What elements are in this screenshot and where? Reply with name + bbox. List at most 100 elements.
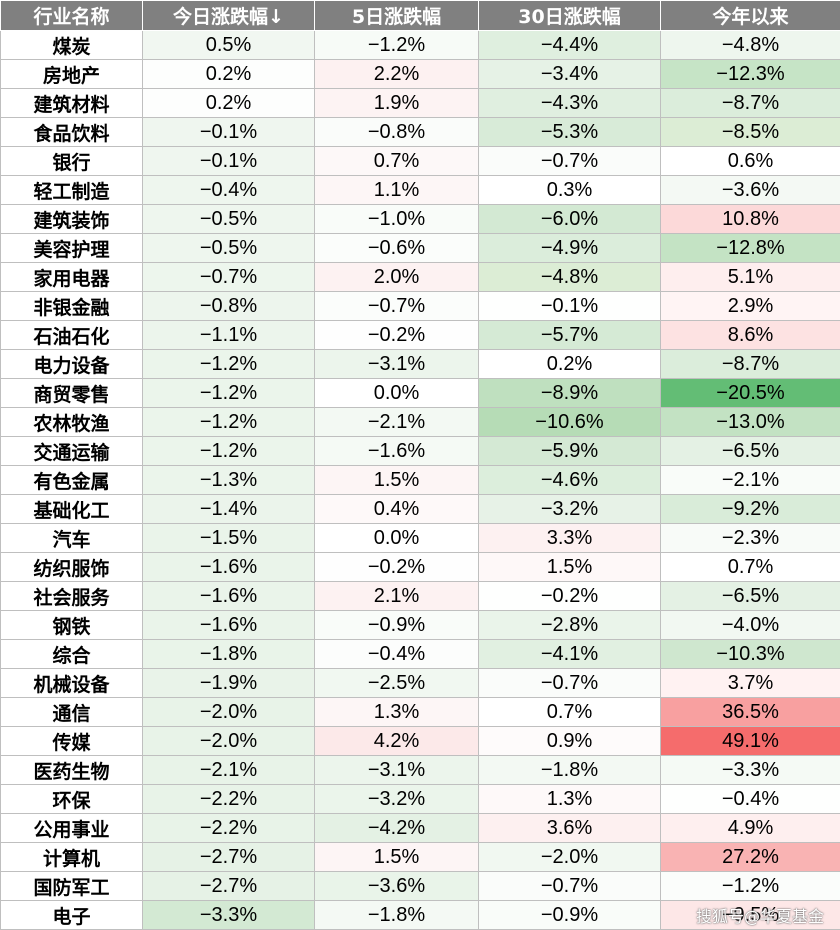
table-row: 轻工制造−0.4%1.1%0.3%−3.6%	[1, 176, 840, 205]
ytd-change-cell: 10.8%	[661, 205, 840, 234]
industry-name-cell: 石油石化	[1, 321, 143, 350]
today-change-cell: −2.1%	[143, 756, 315, 785]
30day-change-cell: −2.0%	[479, 843, 661, 872]
industry-name-cell: 基础化工	[1, 495, 143, 524]
today-change-cell: −1.6%	[143, 582, 315, 611]
industry-name-cell: 公用事业	[1, 814, 143, 843]
header-today-change[interactable]: 今日涨跌幅↓	[143, 1, 315, 31]
today-change-cell: −1.8%	[143, 640, 315, 669]
header-30day-change[interactable]: 30日涨跌幅	[479, 1, 661, 31]
ytd-change-cell: −20.5%	[661, 379, 840, 408]
5day-change-cell: −0.7%	[315, 292, 479, 321]
ytd-change-cell: 49.1%	[661, 727, 840, 756]
5day-change-cell: −0.6%	[315, 234, 479, 263]
today-change-cell: −1.3%	[143, 466, 315, 495]
today-change-cell: 0.2%	[143, 89, 315, 118]
industry-name-cell: 环保	[1, 785, 143, 814]
today-change-cell: −2.2%	[143, 785, 315, 814]
table-row: 银行−0.1%0.7%−0.7%0.6%	[1, 147, 840, 176]
ytd-change-cell: 4.9%	[661, 814, 840, 843]
ytd-change-cell: −9.2%	[661, 495, 840, 524]
5day-change-cell: −0.9%	[315, 611, 479, 640]
5day-change-cell: 1.3%	[315, 698, 479, 727]
ytd-change-cell: −4.8%	[661, 31, 840, 60]
table-row: 社会服务−1.6%2.1%−0.2%−6.5%	[1, 582, 840, 611]
industry-name-cell: 建筑装饰	[1, 205, 143, 234]
table-row: 美容护理−0.5%−0.6%−4.9%−12.8%	[1, 234, 840, 263]
today-change-cell: −1.6%	[143, 553, 315, 582]
today-change-cell: −0.8%	[143, 292, 315, 321]
ytd-change-cell: −2.3%	[661, 524, 840, 553]
30day-change-cell: −4.9%	[479, 234, 661, 263]
5day-change-cell: 4.2%	[315, 727, 479, 756]
30day-change-cell: −0.7%	[479, 147, 661, 176]
industry-name-cell: 煤炭	[1, 31, 143, 60]
30day-change-cell: −0.1%	[479, 292, 661, 321]
30day-change-cell: −6.0%	[479, 205, 661, 234]
ytd-change-cell: −10.3%	[661, 640, 840, 669]
today-change-cell: −2.7%	[143, 843, 315, 872]
industry-name-cell: 计算机	[1, 843, 143, 872]
5day-change-cell: −0.4%	[315, 640, 479, 669]
industry-name-cell: 国防军工	[1, 872, 143, 901]
30day-change-cell: −10.6%	[479, 408, 661, 437]
table-row: 国防军工−2.7%−3.6%−0.7%−1.2%	[1, 872, 840, 901]
table-row: 食品饮料−0.1%−0.8%−5.3%−8.5%	[1, 118, 840, 147]
industry-name-cell: 交通运输	[1, 437, 143, 466]
30day-change-cell: −0.2%	[479, 582, 661, 611]
ytd-change-cell: 8.6%	[661, 321, 840, 350]
today-change-cell: −2.2%	[143, 814, 315, 843]
30day-change-cell: −3.4%	[479, 60, 661, 89]
table-row: 汽车−1.5%0.0%3.3%−2.3%	[1, 524, 840, 553]
table-row: 环保−2.2%−3.2%1.3%−0.4%	[1, 785, 840, 814]
today-change-cell: −2.0%	[143, 727, 315, 756]
ytd-change-cell: 5.1%	[661, 263, 840, 292]
table-row: 石油石化−1.1%−0.2%−5.7%8.6%	[1, 321, 840, 350]
today-change-cell: −1.2%	[143, 437, 315, 466]
industry-name-cell: 美容护理	[1, 234, 143, 263]
5day-change-cell: 2.2%	[315, 60, 479, 89]
industry-name-cell: 农林牧渔	[1, 408, 143, 437]
ytd-change-cell: −0.4%	[661, 785, 840, 814]
today-change-cell: −0.7%	[143, 263, 315, 292]
30day-change-cell: −4.4%	[479, 31, 661, 60]
5day-change-cell: 1.5%	[315, 466, 479, 495]
30day-change-cell: 1.5%	[479, 553, 661, 582]
industry-name-cell: 建筑材料	[1, 89, 143, 118]
5day-change-cell: 1.1%	[315, 176, 479, 205]
table-row: 传媒−2.0%4.2%0.9%49.1%	[1, 727, 840, 756]
table-row: 电力设备−1.2%−3.1%0.2%−8.7%	[1, 350, 840, 379]
ytd-change-cell: −8.7%	[661, 350, 840, 379]
watermark: 搜狐号@华夏基金	[696, 903, 824, 927]
today-change-cell: −2.0%	[143, 698, 315, 727]
5day-change-cell: −1.6%	[315, 437, 479, 466]
5day-change-cell: −1.8%	[315, 901, 479, 930]
header-industry[interactable]: 行业名称	[1, 1, 143, 31]
30day-change-cell: −5.7%	[479, 321, 661, 350]
today-change-cell: −0.1%	[143, 118, 315, 147]
table-row: 有色金属−1.3%1.5%−4.6%−2.1%	[1, 466, 840, 495]
industry-name-cell: 医药生物	[1, 756, 143, 785]
5day-change-cell: −0.8%	[315, 118, 479, 147]
table-row: 纺织服饰−1.6%−0.2%1.5%0.7%	[1, 553, 840, 582]
30day-change-cell: 3.6%	[479, 814, 661, 843]
5day-change-cell: 1.9%	[315, 89, 479, 118]
table-row: 家用电器−0.7%2.0%−4.8%5.1%	[1, 263, 840, 292]
header-5day-change[interactable]: 5日涨跌幅	[315, 1, 479, 31]
table-row: 钢铁−1.6%−0.9%−2.8%−4.0%	[1, 611, 840, 640]
table-row: 农林牧渔−1.2%−2.1%−10.6%−13.0%	[1, 408, 840, 437]
5day-change-cell: −3.2%	[315, 785, 479, 814]
30day-change-cell: −0.9%	[479, 901, 661, 930]
5day-change-cell: 0.0%	[315, 524, 479, 553]
30day-change-cell: −4.1%	[479, 640, 661, 669]
5day-change-cell: −0.2%	[315, 321, 479, 350]
header-ytd-change[interactable]: 今年以来	[661, 1, 840, 31]
industry-name-cell: 汽车	[1, 524, 143, 553]
5day-change-cell: 1.5%	[315, 843, 479, 872]
table-row: 机械设备−1.9%−2.5%−0.7%3.7%	[1, 669, 840, 698]
industry-name-cell: 综合	[1, 640, 143, 669]
ytd-change-cell: −12.3%	[661, 60, 840, 89]
ytd-change-cell: 3.7%	[661, 669, 840, 698]
